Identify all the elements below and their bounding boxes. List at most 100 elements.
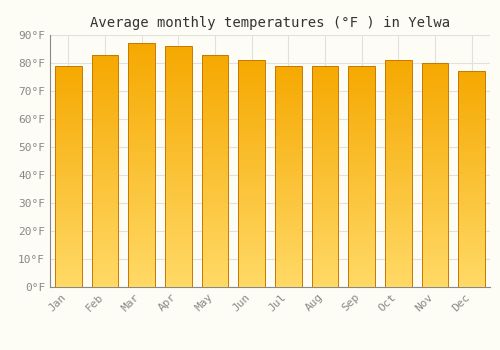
Bar: [165, 258, 192, 259]
Bar: [312, 136, 338, 138]
Bar: [422, 277, 448, 278]
Bar: [128, 86, 155, 87]
Bar: [238, 105, 265, 107]
Bar: [202, 207, 228, 208]
Bar: [385, 158, 411, 159]
Bar: [275, 191, 301, 192]
Bar: [128, 72, 155, 74]
Bar: [275, 164, 301, 165]
Bar: [275, 255, 301, 256]
Bar: [55, 158, 82, 159]
Bar: [238, 209, 265, 210]
Bar: [275, 154, 301, 155]
Bar: [165, 65, 192, 66]
Bar: [55, 185, 82, 186]
Bar: [238, 107, 265, 108]
Bar: [202, 88, 228, 90]
Bar: [422, 145, 448, 146]
Bar: [202, 105, 228, 106]
Bar: [92, 130, 118, 131]
Bar: [55, 142, 82, 143]
Bar: [165, 96, 192, 97]
Bar: [128, 209, 155, 210]
Bar: [385, 234, 411, 235]
Bar: [238, 256, 265, 258]
Bar: [385, 98, 411, 99]
Bar: [275, 189, 301, 190]
Bar: [202, 141, 228, 142]
Bar: [165, 232, 192, 233]
Bar: [92, 211, 118, 213]
Bar: [385, 65, 411, 66]
Bar: [312, 161, 338, 162]
Bar: [422, 71, 448, 72]
Bar: [275, 277, 301, 278]
Bar: [128, 161, 155, 163]
Bar: [92, 151, 118, 152]
Bar: [458, 117, 485, 118]
Bar: [165, 50, 192, 51]
Bar: [92, 125, 118, 127]
Bar: [458, 247, 485, 248]
Bar: [312, 97, 338, 98]
Bar: [458, 221, 485, 222]
Bar: [238, 95, 265, 97]
Bar: [275, 131, 301, 132]
Bar: [458, 192, 485, 193]
Bar: [165, 276, 192, 277]
Bar: [458, 134, 485, 135]
Bar: [128, 276, 155, 277]
Bar: [238, 74, 265, 75]
Bar: [55, 252, 82, 253]
Bar: [275, 156, 301, 158]
Bar: [385, 255, 411, 257]
Bar: [422, 228, 448, 229]
Bar: [385, 137, 411, 139]
Bar: [312, 181, 338, 182]
Bar: [55, 275, 82, 276]
Bar: [92, 180, 118, 181]
Bar: [312, 83, 338, 85]
Bar: [458, 107, 485, 108]
Bar: [275, 160, 301, 161]
Bar: [165, 159, 192, 161]
Bar: [422, 83, 448, 84]
Bar: [458, 284, 485, 285]
Bar: [238, 77, 265, 78]
Bar: [202, 78, 228, 79]
Bar: [238, 203, 265, 204]
Bar: [458, 212, 485, 214]
Bar: [458, 142, 485, 144]
Bar: [348, 243, 375, 244]
Bar: [128, 121, 155, 122]
Bar: [458, 139, 485, 140]
Bar: [348, 252, 375, 253]
Bar: [202, 219, 228, 221]
Bar: [92, 246, 118, 247]
Bar: [385, 211, 411, 212]
Bar: [385, 188, 411, 189]
Bar: [202, 243, 228, 244]
Bar: [202, 120, 228, 121]
Bar: [92, 129, 118, 130]
Bar: [202, 158, 228, 159]
Bar: [422, 136, 448, 137]
Bar: [165, 252, 192, 253]
Bar: [385, 236, 411, 237]
Bar: [238, 76, 265, 77]
Bar: [55, 175, 82, 176]
Bar: [385, 151, 411, 152]
Bar: [458, 239, 485, 241]
Bar: [422, 265, 448, 266]
Bar: [92, 109, 118, 110]
Bar: [458, 283, 485, 284]
Bar: [348, 120, 375, 121]
Bar: [55, 256, 82, 257]
Bar: [165, 178, 192, 180]
Bar: [92, 282, 118, 284]
Bar: [312, 130, 338, 131]
Bar: [165, 195, 192, 197]
Bar: [55, 204, 82, 205]
Bar: [165, 265, 192, 267]
Bar: [422, 230, 448, 231]
